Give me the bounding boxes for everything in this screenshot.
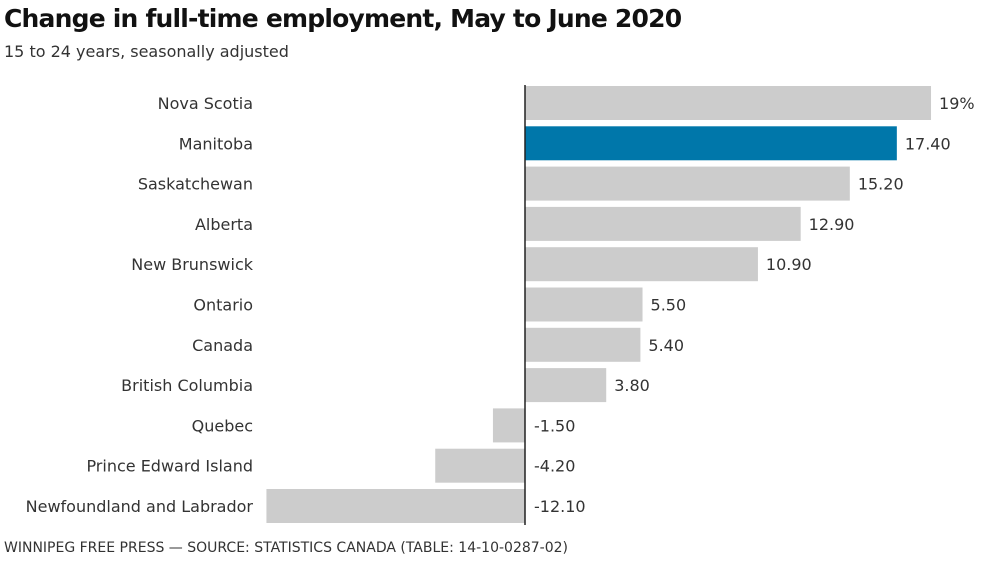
category-label: Prince Edward Island [86,457,253,476]
value-label: 3.80 [614,376,650,395]
bar-prince-edward-island [435,448,525,483]
bar-nova-scotia [525,86,932,120]
bar-newfoundland-and-labrador [266,489,525,523]
category-label: Saskatchewan [138,175,253,194]
bar-new-brunswick [525,247,758,282]
category-label: Manitoba [179,134,253,153]
category-label: New Brunswick [131,255,253,274]
category-label: Alberta [195,215,253,234]
value-label: 10.90 [766,255,812,274]
bar-manitoba [525,126,897,161]
bar-british-columbia [525,368,607,403]
value-label: 12.90 [809,215,855,234]
bar-saskatchewan [525,166,850,201]
category-label: Canada [192,336,253,355]
chart-title: Change in full-time employment, May to J… [4,4,682,33]
value-label: -4.20 [534,457,575,476]
value-label: 15.20 [858,175,904,194]
bar-alberta [525,206,801,241]
category-label: Ontario [193,296,253,315]
value-label: 19% [939,94,975,113]
chart-subtitle: 15 to 24 years, seasonally adjusted [4,42,289,61]
source-credit: WINNIPEG FREE PRESS — SOURCE: STATISTICS… [4,540,568,556]
bar-quebec [492,408,525,443]
bar-ontario [525,287,643,322]
value-label: -1.50 [534,416,575,435]
bar-canada [525,327,641,362]
value-label: 5.40 [648,336,684,355]
value-label: 5.50 [651,296,687,315]
category-label: Newfoundland and Labrador [26,497,254,516]
value-label: 17.40 [905,134,951,153]
category-label: Nova Scotia [158,94,253,113]
value-label: -12.10 [534,497,586,516]
category-label: Quebec [192,416,253,435]
category-label: British Columbia [121,376,253,395]
